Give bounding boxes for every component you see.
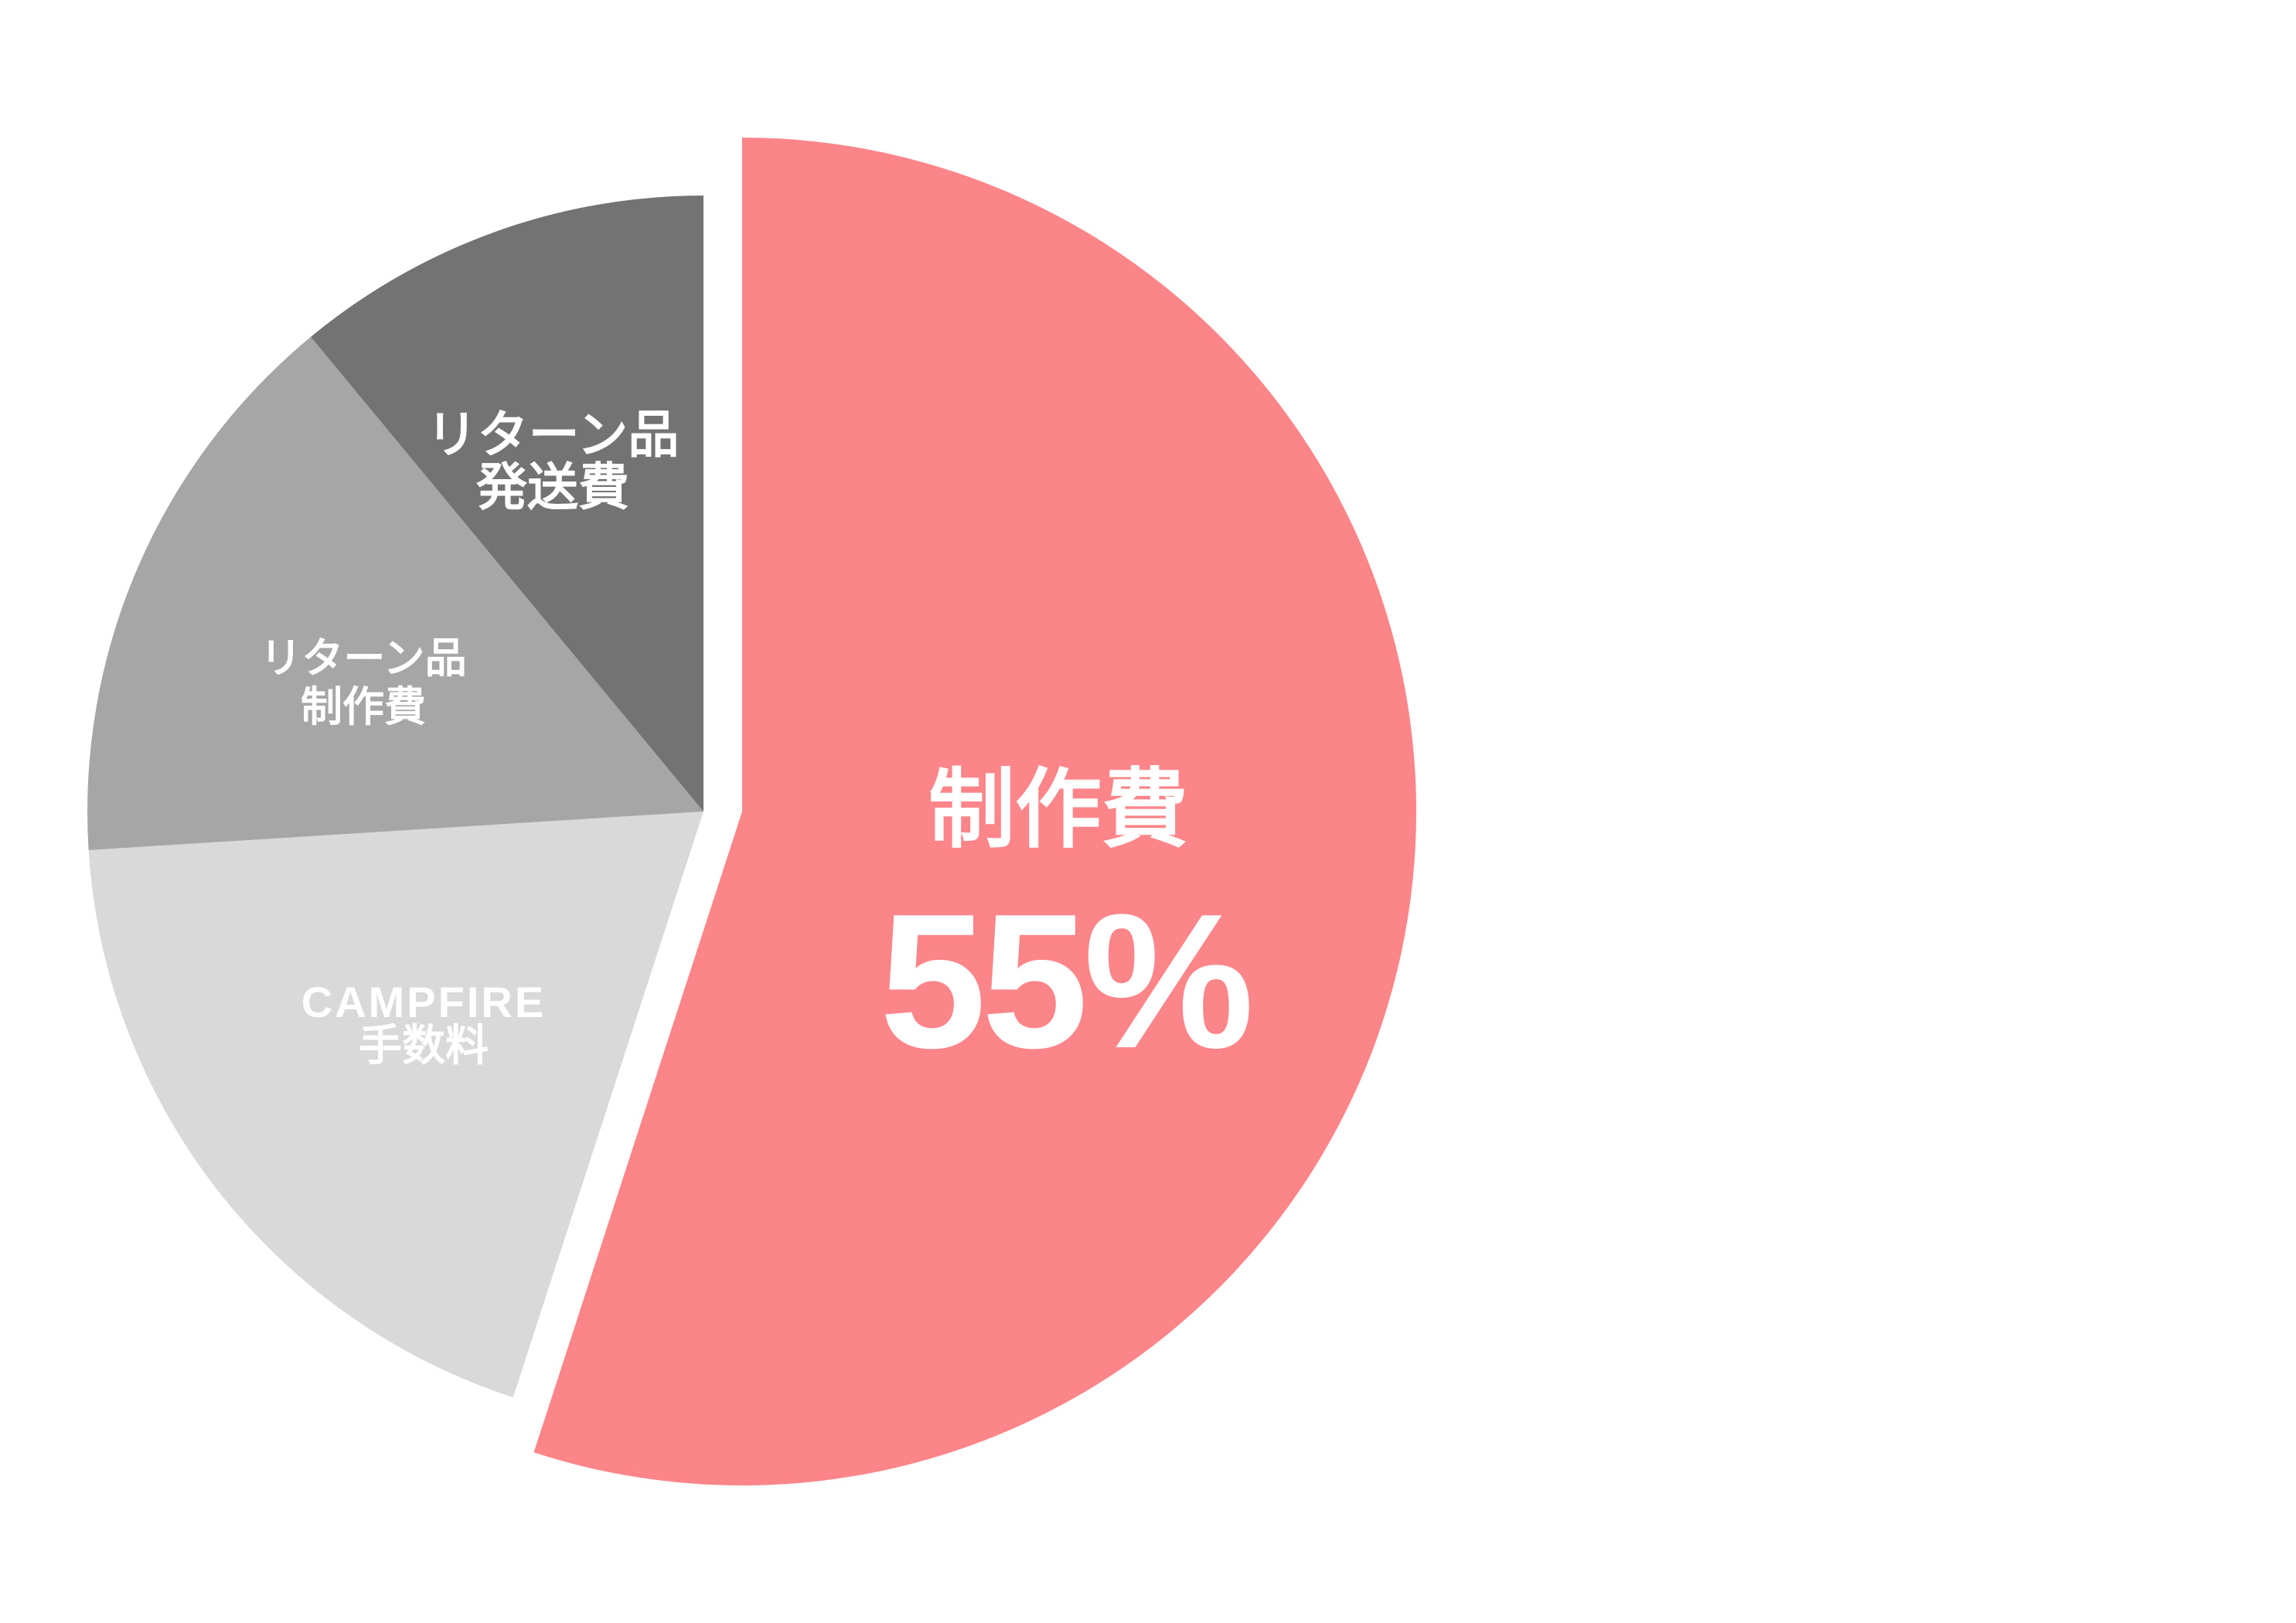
slice-percentage-seisakuhi: 55% [879,873,1254,1088]
slice-label-return-production-line2: 制作費 [301,684,426,730]
slice-label-campfire-fee-line1: CAMPFIRE [301,978,547,1026]
pie-slice-0-制作費 [533,138,1417,1485]
pie-slice-2-リターン品制作費 [87,336,704,850]
slice-label-return-production: リターン品 制作費 [260,635,466,732]
pie-slice-3-リターン品発送費 [311,196,703,812]
pie-slice-1-CAMPFIRE手数料 [88,812,704,1397]
slice-label-seisakuhi: 制作費 [928,761,1188,858]
pie-slices-group [87,138,1417,1485]
slice-label-return-shipping: リターン品 発送費 [427,408,680,513]
slice-label-return-production-line1: リターン品 [260,635,467,682]
slice-label-campfire-fee-line2: 手数料 [358,1021,489,1070]
slice-label-return-shipping-line2: 発送費 [475,458,629,515]
slice-label-campfire-fee: CAMPFIRE 手数料 [301,981,546,1067]
slice-label-return-shipping-line1: リターン品 [426,406,680,463]
